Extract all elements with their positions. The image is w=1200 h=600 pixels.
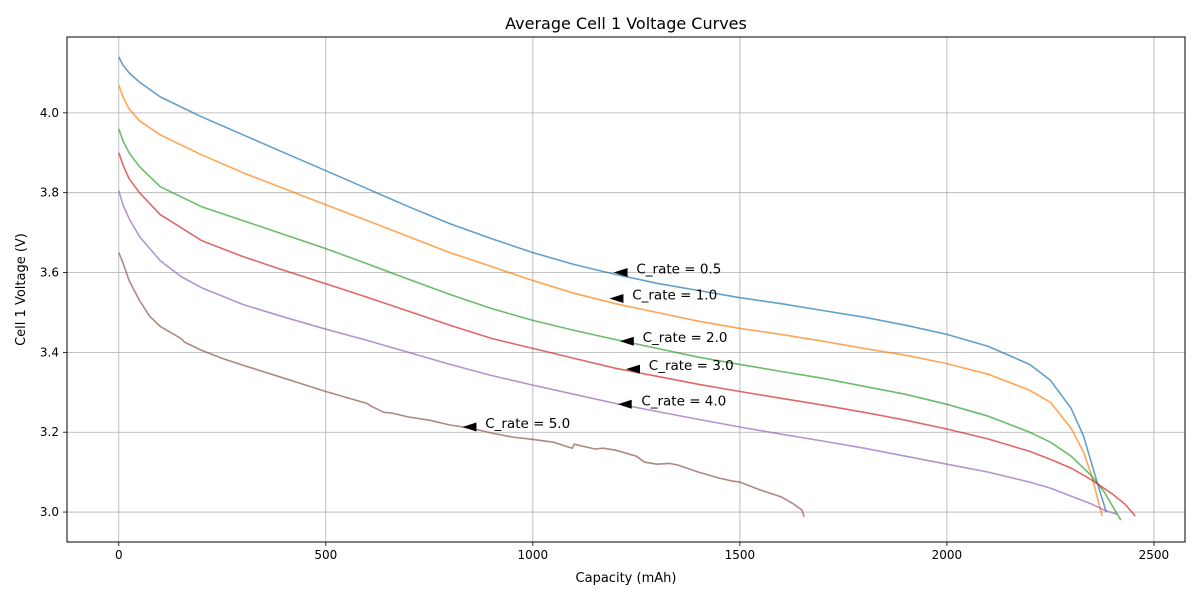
y-tick-label: 3.2 bbox=[40, 425, 59, 439]
y-axis-label: Cell 1 Voltage (V) bbox=[14, 233, 29, 346]
annotation-label: C_rate = 1.0 bbox=[632, 287, 717, 303]
annotation-label: C_rate = 2.0 bbox=[643, 330, 728, 346]
x-tick-label: 1500 bbox=[725, 548, 756, 562]
chart-title: Average Cell 1 Voltage Curves bbox=[505, 14, 747, 33]
x-axis-label: Capacity (mAh) bbox=[576, 571, 677, 586]
y-tick-label: 3.8 bbox=[40, 186, 59, 200]
y-tick-label: 3.6 bbox=[40, 266, 59, 280]
annotation-label: C_rate = 5.0 bbox=[485, 416, 570, 432]
x-tick-label: 2000 bbox=[932, 548, 963, 562]
annotation-arrow bbox=[613, 268, 628, 278]
plot-frame bbox=[66, 36, 1186, 543]
series-line-1 bbox=[118, 56, 1108, 513]
x-tick-label: 0 bbox=[115, 548, 123, 562]
y-tick-label: 3.4 bbox=[40, 345, 59, 359]
series-line-3 bbox=[118, 128, 1122, 521]
annotation-arrow bbox=[626, 364, 640, 374]
x-tick-label: 500 bbox=[314, 548, 337, 562]
annotation-arrow bbox=[609, 293, 624, 303]
series-line-6 bbox=[118, 252, 805, 518]
annotation-arrow bbox=[617, 399, 632, 409]
annotation-label: C_rate = 4.0 bbox=[641, 393, 726, 409]
annotation-arrow bbox=[619, 336, 634, 346]
ticks: 0 500 1000 1500 2000 2500 3.0 3.2 3.4 3.6 3.8 4.0 bbox=[40, 106, 1169, 562]
series-line-5 bbox=[118, 190, 1117, 515]
y-tick-label: 4.0 bbox=[40, 106, 59, 120]
series-lines bbox=[118, 56, 1136, 521]
annotations: C_rate = 0.5 C_rate = 1.0 C_rate = 2.0 C_ra… bbox=[462, 262, 734, 432]
x-tick-label: 1000 bbox=[518, 548, 549, 562]
y-tick-label: 3.0 bbox=[40, 505, 59, 519]
annotation-label: C_rate = 0.5 bbox=[636, 262, 721, 278]
annotation-arrow bbox=[462, 422, 477, 432]
annotation-label: C_rate = 3.0 bbox=[649, 358, 734, 374]
x-tick-label: 2500 bbox=[1139, 548, 1170, 562]
series-line-2 bbox=[118, 84, 1103, 517]
